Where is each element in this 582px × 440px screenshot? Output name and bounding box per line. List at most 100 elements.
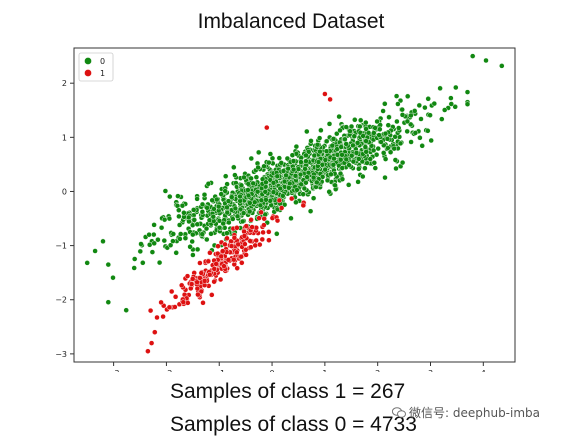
point bbox=[418, 116, 424, 122]
point bbox=[367, 156, 374, 162]
point bbox=[220, 220, 226, 227]
point bbox=[158, 299, 164, 306]
point bbox=[356, 156, 362, 162]
point bbox=[209, 197, 215, 204]
point bbox=[158, 224, 165, 231]
point bbox=[322, 166, 328, 173]
y-axis-ticks: −3 −2 −1 0 1 2 bbox=[55, 79, 74, 359]
point bbox=[303, 152, 309, 159]
point bbox=[372, 165, 379, 171]
point bbox=[190, 252, 196, 258]
point bbox=[323, 148, 330, 154]
point bbox=[360, 173, 366, 180]
point bbox=[360, 133, 366, 139]
point bbox=[289, 152, 296, 158]
point bbox=[469, 53, 476, 59]
point bbox=[437, 85, 443, 92]
point bbox=[258, 197, 265, 204]
y-tick-label: −3 bbox=[55, 350, 67, 359]
point bbox=[209, 292, 215, 298]
point bbox=[147, 307, 154, 314]
point bbox=[248, 175, 254, 182]
point bbox=[208, 231, 214, 237]
point bbox=[239, 260, 245, 266]
point bbox=[203, 225, 210, 232]
x-tick-label: 3 bbox=[428, 369, 433, 372]
point bbox=[245, 187, 251, 193]
point bbox=[371, 130, 377, 136]
point bbox=[355, 179, 361, 185]
point bbox=[350, 142, 356, 149]
point bbox=[261, 163, 267, 170]
point bbox=[235, 241, 241, 248]
point bbox=[269, 155, 276, 162]
point bbox=[274, 231, 280, 237]
point bbox=[238, 253, 244, 260]
point bbox=[248, 217, 254, 223]
point bbox=[294, 187, 300, 193]
point bbox=[199, 231, 206, 237]
point bbox=[391, 145, 397, 152]
x-tick-label: −1 bbox=[213, 369, 225, 372]
x-tick-label: 1 bbox=[322, 369, 327, 372]
point bbox=[230, 216, 236, 222]
point bbox=[404, 128, 410, 135]
point bbox=[156, 259, 163, 266]
point bbox=[330, 136, 337, 142]
point bbox=[363, 119, 369, 126]
point bbox=[343, 141, 349, 147]
point bbox=[347, 128, 353, 134]
point bbox=[441, 107, 448, 113]
point bbox=[255, 164, 261, 171]
point bbox=[315, 159, 322, 165]
caption-class-1: Samples of class 1 = 267 bbox=[170, 380, 406, 403]
x-tick-label: −3 bbox=[108, 369, 120, 372]
point bbox=[262, 189, 269, 195]
point bbox=[160, 313, 166, 320]
point bbox=[221, 263, 227, 269]
point bbox=[395, 101, 401, 107]
point bbox=[194, 196, 200, 202]
point bbox=[105, 261, 112, 268]
point bbox=[176, 213, 182, 220]
point bbox=[280, 193, 286, 199]
point bbox=[222, 188, 228, 194]
point bbox=[162, 188, 169, 194]
point bbox=[187, 244, 193, 250]
point bbox=[140, 260, 146, 266]
point bbox=[300, 202, 307, 209]
point bbox=[175, 193, 181, 199]
point bbox=[263, 197, 269, 203]
point bbox=[259, 236, 266, 243]
point bbox=[152, 329, 158, 335]
point bbox=[343, 124, 350, 130]
point bbox=[448, 101, 455, 107]
point bbox=[245, 181, 252, 187]
point bbox=[371, 160, 378, 166]
point bbox=[166, 215, 173, 222]
point bbox=[200, 300, 206, 306]
point bbox=[311, 152, 318, 159]
legend-label-0: 0 bbox=[100, 57, 105, 66]
point bbox=[399, 106, 405, 113]
point bbox=[234, 225, 240, 231]
point bbox=[204, 205, 210, 211]
point bbox=[387, 149, 394, 155]
caption-class-0: Samples of class 0 = 4733 bbox=[170, 413, 417, 436]
point bbox=[274, 173, 281, 180]
chat-icon bbox=[392, 407, 406, 418]
point bbox=[194, 246, 201, 253]
point bbox=[338, 144, 344, 150]
point bbox=[178, 282, 185, 289]
x-tick-label: 4 bbox=[481, 369, 486, 372]
point bbox=[285, 165, 291, 172]
point bbox=[431, 100, 438, 107]
point bbox=[318, 127, 324, 134]
point bbox=[266, 159, 272, 166]
point bbox=[167, 242, 174, 248]
point bbox=[303, 179, 309, 186]
scatter-plot: −3 −2 −1 0 1 2 3 4 −3 −2 −1 0 1 2 0 1 bbox=[55, 47, 516, 372]
point bbox=[207, 250, 213, 256]
point bbox=[214, 196, 220, 203]
point bbox=[382, 130, 389, 137]
